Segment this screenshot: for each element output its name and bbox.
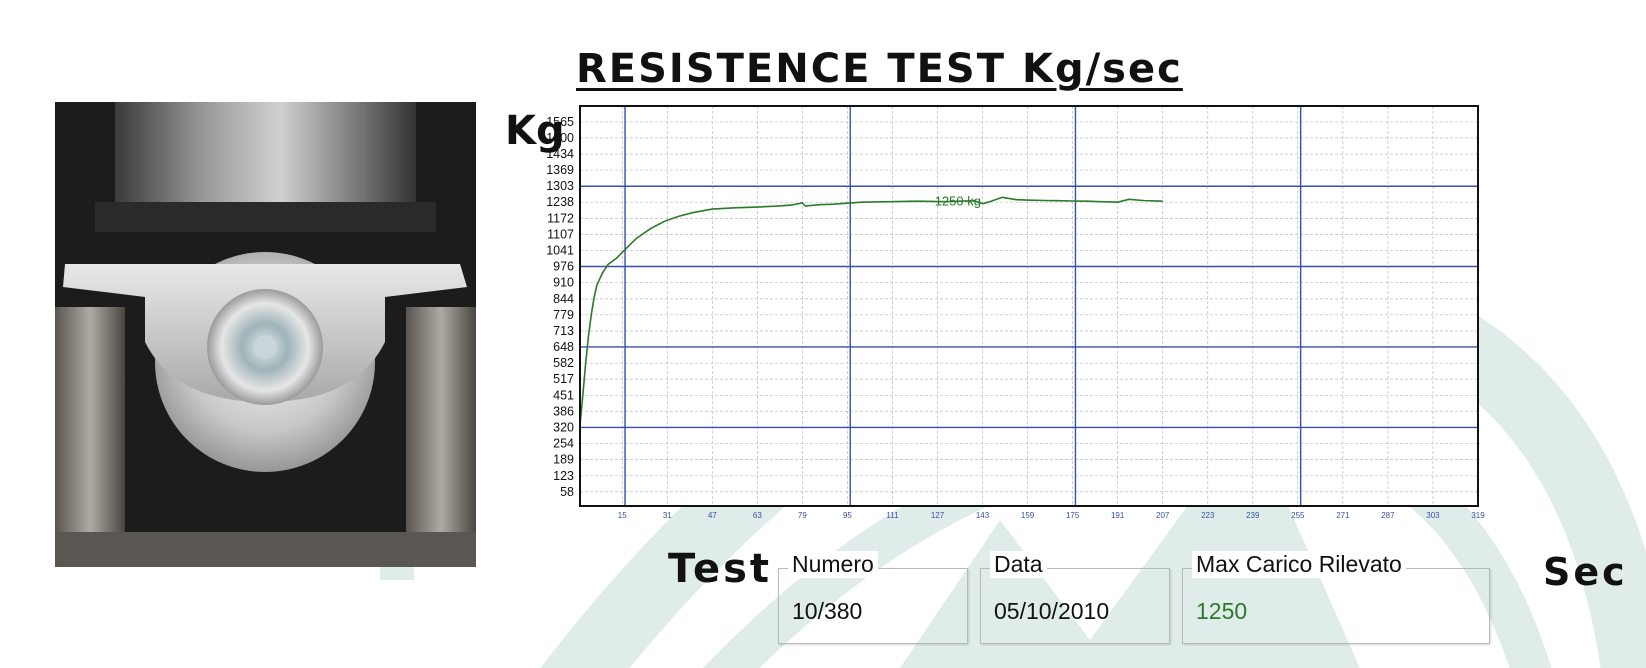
- y-tick-label: 976: [553, 259, 574, 273]
- x-tick-label: 207: [1156, 511, 1170, 520]
- y-tick-label: 123: [553, 469, 574, 483]
- x-tick-label: 143: [976, 511, 990, 520]
- y-tick-label: 189: [553, 453, 574, 467]
- max-load-box: Max Carico Rilevato 1250: [1182, 551, 1490, 644]
- x-tick-label: 239: [1246, 511, 1260, 520]
- y-tick-label: 254: [553, 437, 574, 451]
- line-chart: 58 123 189 254 320 386 451 517 582 648 713 779 844 91…: [546, 105, 1485, 520]
- y-tick-label: 1500: [546, 131, 574, 145]
- data-label: Data: [990, 551, 1047, 578]
- y-tick-label: 582: [553, 356, 574, 370]
- x-tick-label: 175: [1066, 511, 1080, 520]
- x-tick-label: 15: [618, 511, 627, 520]
- x-axis-label: Sec: [1543, 550, 1628, 594]
- data-box: Data 05/10/2010: [980, 551, 1170, 644]
- series-line: [579, 196, 1163, 426]
- y-tick-label: 517: [553, 372, 574, 386]
- y-tick-label: 844: [553, 292, 574, 306]
- x-tick-label: 223: [1201, 511, 1215, 520]
- y-tick-label: 1303: [546, 179, 574, 193]
- annotation-label: 1250 kg: [935, 193, 981, 208]
- x-tick-label: 47: [708, 511, 717, 520]
- y-tick-label: 1041: [546, 244, 574, 258]
- x-tick-label: 319: [1471, 511, 1485, 520]
- x-tick-label: 79: [798, 511, 807, 520]
- y-tick-label: 648: [553, 340, 574, 354]
- right-post: [406, 307, 476, 567]
- y-tick-label: 1172: [547, 211, 574, 225]
- y-tick-label: 1238: [546, 195, 574, 209]
- y-tick-label: 1107: [547, 227, 574, 241]
- x-tick-label: 127: [931, 511, 945, 520]
- x-tick-label: 303: [1426, 511, 1440, 520]
- numero-value: 10/380: [792, 598, 863, 624]
- y-tick-label: 1369: [546, 163, 574, 177]
- y-tick-label: 713: [553, 324, 574, 338]
- x-tick-label: 287: [1381, 511, 1395, 520]
- x-tick-label: 95: [843, 511, 852, 520]
- test-photo: [55, 102, 476, 567]
- y-tick-label: 1434: [546, 147, 574, 161]
- test-label: Test: [668, 546, 773, 592]
- x-tick-label: 271: [1336, 511, 1350, 520]
- numero-label: Numero: [788, 551, 878, 578]
- plot-area: [580, 106, 1478, 506]
- plot-frame: [579, 105, 1479, 507]
- left-post: [55, 307, 125, 567]
- x-tick-label: 159: [1021, 511, 1035, 520]
- max-load-label: Max Carico Rilevato: [1192, 551, 1406, 578]
- x-tick-label: 255: [1291, 511, 1305, 520]
- y-axis-label: Kg: [505, 108, 565, 154]
- x-tick-label: 31: [663, 511, 672, 520]
- y-tick-label: 386: [553, 404, 574, 418]
- y-tick-label: 910: [553, 276, 574, 290]
- numero-box: Numero 10/380: [778, 551, 968, 644]
- max-load-value: 1250: [1196, 598, 1248, 624]
- y-tick-label: 58: [560, 485, 574, 499]
- chart-title: RESISTENCE TEST Kg/sec: [576, 46, 1183, 92]
- y-tick-label: 779: [553, 308, 574, 322]
- y-tick-label: 1565: [546, 115, 574, 129]
- x-tick-label: 63: [753, 511, 762, 520]
- y-tick-label: 320: [553, 420, 574, 434]
- y-tick-label: 451: [553, 388, 574, 402]
- press-head: [115, 102, 416, 212]
- data-value: 05/10/2010: [994, 598, 1110, 624]
- x-tick-label: 191: [1111, 511, 1125, 520]
- x-tick-label: 111: [886, 511, 899, 520]
